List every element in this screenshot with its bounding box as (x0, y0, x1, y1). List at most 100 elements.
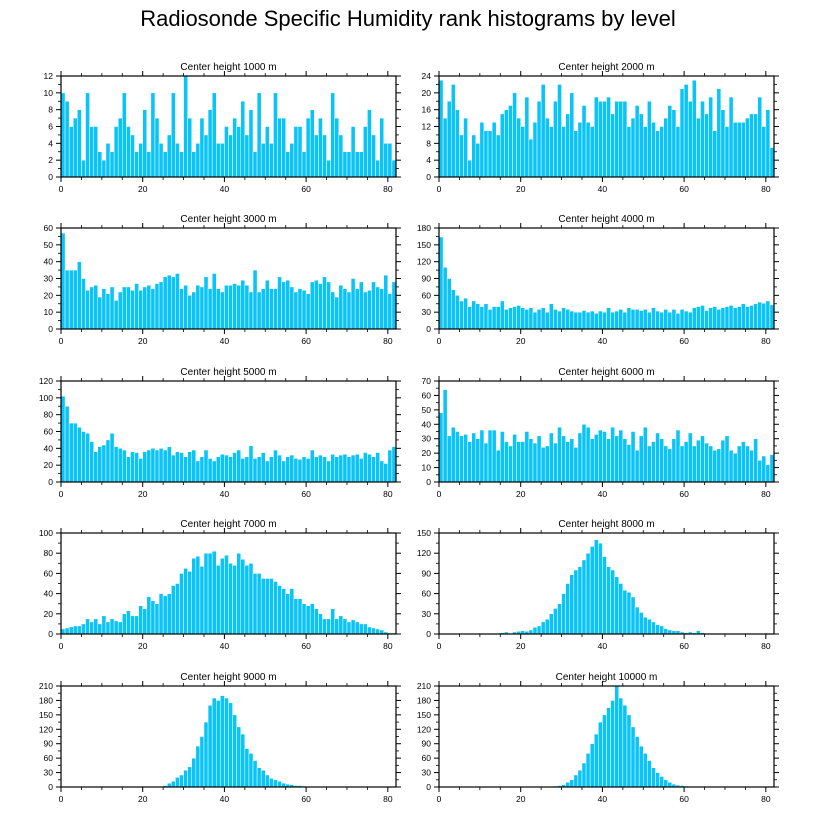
histogram-bar (248, 109, 254, 178)
histogram-bar (455, 109, 460, 178)
histogram-bar (309, 281, 315, 330)
histogram-bar (211, 273, 217, 330)
histogram-bar (593, 733, 599, 788)
histogram-bar (475, 143, 481, 178)
histogram-bar (256, 92, 262, 178)
histogram-bar (622, 589, 628, 635)
histogram-bar (256, 291, 262, 330)
histogram-bar (532, 122, 538, 178)
histogram-bar (285, 279, 291, 330)
x-tick-label: 40 (220, 794, 230, 804)
histogram-bar (536, 435, 542, 483)
histogram-bar (379, 288, 384, 330)
histogram-bar (643, 426, 648, 483)
histogram-bar (346, 456, 352, 483)
histogram-bar (146, 284, 152, 330)
histogram-bar (281, 588, 286, 635)
histogram-bar (183, 456, 188, 483)
histogram-bar (228, 134, 233, 178)
y-tick-label: 60 (422, 390, 432, 400)
histogram-bar (630, 431, 636, 483)
histogram-bar (589, 546, 595, 635)
x-tick-label: 0 (59, 184, 64, 194)
histogram-bar (716, 448, 722, 483)
x-tick-label: 80 (383, 184, 393, 194)
histogram-bar (602, 101, 607, 178)
histogram-bar (451, 289, 456, 330)
histogram-bar (765, 109, 771, 178)
histogram-bar (191, 449, 197, 483)
histogram-bar (134, 615, 139, 635)
histogram-bar (301, 290, 307, 330)
histogram-bar (704, 442, 709, 483)
histogram-bar (371, 627, 376, 635)
x-tick-label: 40 (598, 794, 608, 804)
y-tick-label: 40 (44, 257, 54, 267)
y-tick-label: 30 (422, 307, 432, 317)
histogram-bar (265, 460, 270, 483)
histogram-bar (598, 101, 603, 178)
histogram-bar (171, 454, 176, 483)
histogram-bar (720, 307, 726, 330)
histogram-bar (391, 281, 397, 330)
y-tick-label: 0 (48, 172, 53, 182)
histogram-bar (371, 281, 376, 330)
histogram-bar (667, 105, 673, 178)
histogram-bar (240, 101, 246, 178)
panel-title: Center height 6000 m (558, 367, 654, 378)
histogram-bar (322, 134, 327, 178)
histogram-bar (622, 101, 628, 178)
histogram-panel: Center height 8000 m 0 30 60 90 120 150 0 20 40 60… (417, 519, 779, 651)
histogram-bar (679, 445, 685, 483)
histogram-bar (720, 109, 726, 178)
histogram-bar (158, 593, 164, 635)
histogram-bar (696, 117, 701, 178)
histogram-bar (179, 288, 184, 330)
histogram-bar (391, 159, 397, 178)
histogram-bar (285, 593, 291, 635)
histogram-bar (158, 143, 164, 178)
histogram-bar (93, 451, 99, 483)
histogram-bar (85, 432, 90, 483)
histogram-bar (354, 621, 360, 635)
y-tick-label: 40 (44, 589, 54, 599)
histogram-bar (483, 130, 489, 178)
histogram-bar (146, 596, 152, 635)
x-tick-label: 0 (437, 336, 442, 346)
histogram-bar (199, 286, 205, 330)
histogram-bar (724, 435, 730, 483)
histogram-bar (326, 618, 331, 635)
histogram-bar (712, 130, 718, 178)
histogram-bar (248, 563, 254, 635)
histogram-bar (663, 309, 669, 330)
histogram-bar (536, 625, 542, 635)
histogram-bar (749, 113, 754, 178)
histogram-bar (350, 619, 356, 635)
y-tick-label: 20 (422, 88, 432, 98)
histogram-bar (211, 92, 217, 178)
histogram-bar (236, 126, 242, 178)
y-tick-label: 0 (426, 477, 431, 487)
x-tick-label: 80 (383, 489, 393, 499)
histogram-bar (166, 274, 172, 330)
histogram-bar (232, 283, 237, 330)
histogram-bar (667, 781, 673, 788)
histogram-bar (391, 446, 397, 483)
histogram-bar (651, 621, 656, 635)
histogram-bar (659, 126, 664, 178)
histogram-bar (455, 431, 460, 483)
y-tick-label: 120 (417, 548, 431, 558)
histogram-bar (593, 96, 599, 178)
histogram-bar (561, 593, 566, 635)
histogram-bar (647, 445, 652, 483)
y-tick-label: 150 (39, 710, 53, 720)
histogram-bar (610, 700, 615, 788)
y-tick-label: 60 (44, 427, 54, 437)
x-tick-label: 20 (516, 184, 526, 194)
histogram-bar (483, 303, 489, 330)
histogram-bar (122, 613, 127, 635)
histogram-bar (479, 429, 485, 483)
histogram-bar (647, 101, 652, 178)
histogram-bar (236, 726, 242, 788)
histogram-bar (757, 96, 762, 178)
